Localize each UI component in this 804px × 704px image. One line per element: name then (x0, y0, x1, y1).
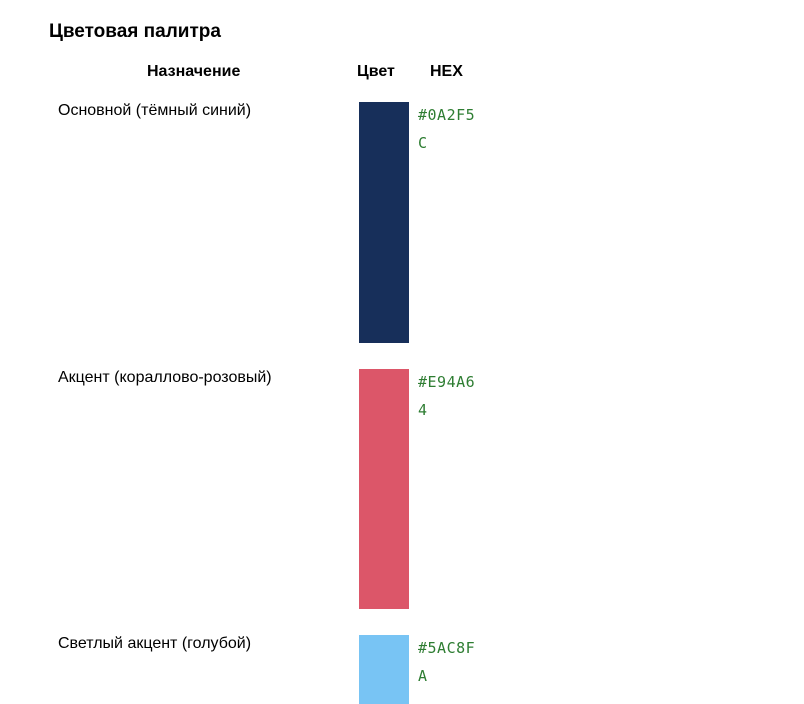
color-purpose-label: Основной (тёмный синий) (58, 102, 252, 119)
column-header-hex: HEX (430, 63, 463, 80)
color-swatch (359, 102, 409, 343)
color-hex-value: #0A2F5C (418, 106, 476, 152)
color-swatch (359, 635, 409, 704)
column-header-color: Цвет (357, 63, 395, 80)
color-hex-value: #E94A64 (418, 373, 476, 419)
color-hex-value: #5AC8FA (418, 639, 476, 685)
color-purpose-label: Светлый акцент (голубой) (58, 635, 252, 652)
page-title: Цветовая палитра (49, 21, 221, 42)
color-swatch (359, 369, 409, 609)
column-header-purpose: Назначение (147, 63, 241, 80)
color-purpose-label: Акцент (кораллово-розовый) (58, 369, 272, 386)
